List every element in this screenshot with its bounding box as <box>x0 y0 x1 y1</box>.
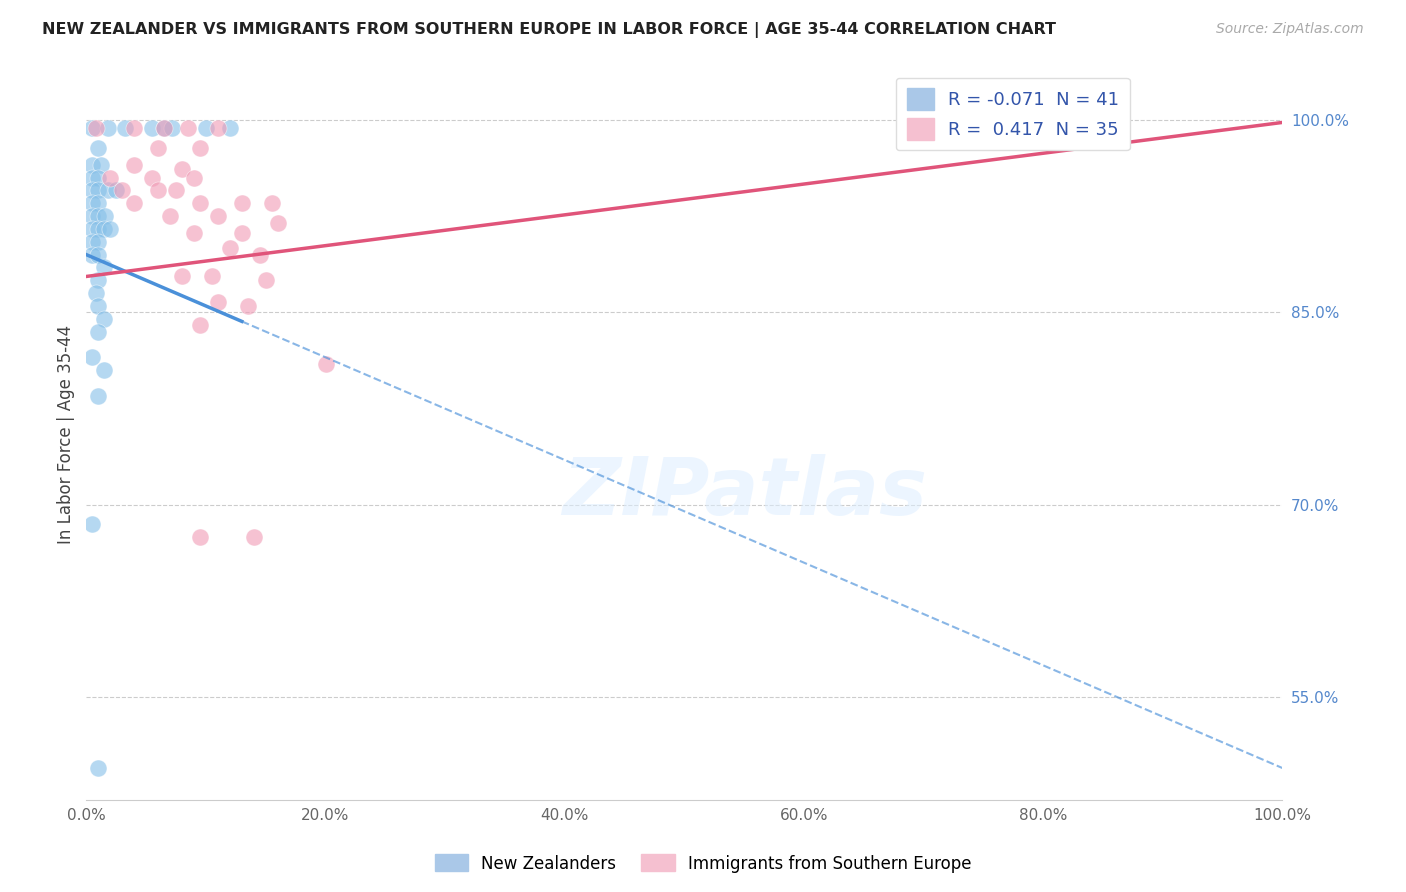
Text: Source: ZipAtlas.com: Source: ZipAtlas.com <box>1216 22 1364 37</box>
Point <box>162 120 184 135</box>
Point <box>236 299 259 313</box>
Legend: New Zealanders, Immigrants from Southern Europe: New Zealanders, Immigrants from Southern… <box>427 847 979 880</box>
Point <box>87 273 110 287</box>
Point <box>153 120 176 135</box>
Text: ZIPatlas: ZIPatlas <box>562 454 927 532</box>
Point <box>82 170 104 185</box>
Point <box>183 170 205 185</box>
Point <box>188 141 211 155</box>
Point <box>82 235 104 249</box>
Point <box>183 226 205 240</box>
Point <box>93 363 115 377</box>
Point <box>87 235 110 249</box>
Point <box>188 530 211 544</box>
Point <box>177 120 200 135</box>
Point <box>146 184 169 198</box>
Point <box>93 222 115 236</box>
Point <box>93 311 115 326</box>
Point <box>93 260 115 275</box>
Point <box>87 299 110 313</box>
Point <box>188 196 211 211</box>
Point <box>170 269 193 284</box>
Point <box>82 222 104 236</box>
Point <box>87 222 110 236</box>
Point <box>188 318 211 333</box>
Point <box>165 184 187 198</box>
Point <box>218 241 240 255</box>
Point <box>194 120 217 135</box>
Point <box>207 295 229 310</box>
Point <box>254 273 277 287</box>
Point <box>260 196 283 211</box>
Point <box>87 141 110 155</box>
Point <box>82 158 104 172</box>
Point <box>82 209 104 223</box>
Point <box>97 120 120 135</box>
Point <box>170 161 193 176</box>
Point <box>82 517 104 532</box>
Point <box>141 170 163 185</box>
Point <box>82 184 104 198</box>
Point <box>98 170 121 185</box>
Point <box>231 196 253 211</box>
Point <box>111 184 134 198</box>
Point <box>122 120 145 135</box>
Point <box>87 184 110 198</box>
Point <box>82 351 104 365</box>
Point <box>249 247 271 261</box>
Point <box>207 120 229 135</box>
Y-axis label: In Labor Force | Age 35-44: In Labor Force | Age 35-44 <box>58 325 75 544</box>
Point <box>82 247 104 261</box>
Point <box>218 120 240 135</box>
Point <box>98 222 121 236</box>
Point <box>201 269 224 284</box>
Point <box>207 209 229 223</box>
Point <box>231 226 253 240</box>
Point <box>82 120 104 135</box>
Point <box>84 286 107 301</box>
Point <box>90 158 112 172</box>
Point <box>87 170 110 185</box>
Point <box>315 357 337 371</box>
Point <box>84 120 107 135</box>
Point <box>82 196 104 211</box>
Legend: R = -0.071  N = 41, R =  0.417  N = 35: R = -0.071 N = 41, R = 0.417 N = 35 <box>896 78 1130 151</box>
Point <box>122 196 145 211</box>
Text: NEW ZEALANDER VS IMMIGRANTS FROM SOUTHERN EUROPE IN LABOR FORCE | AGE 35-44 CORR: NEW ZEALANDER VS IMMIGRANTS FROM SOUTHER… <box>42 22 1056 38</box>
Point <box>87 761 110 775</box>
Point <box>97 184 120 198</box>
Point <box>146 141 169 155</box>
Point <box>87 389 110 403</box>
Point <box>122 158 145 172</box>
Point <box>87 247 110 261</box>
Point <box>105 184 128 198</box>
Point <box>159 209 181 223</box>
Point <box>87 196 110 211</box>
Point <box>242 530 264 544</box>
Point <box>87 325 110 339</box>
Point <box>114 120 136 135</box>
Point <box>94 209 117 223</box>
Point <box>87 209 110 223</box>
Point <box>141 120 163 135</box>
Point <box>153 120 176 135</box>
Point <box>266 215 288 229</box>
